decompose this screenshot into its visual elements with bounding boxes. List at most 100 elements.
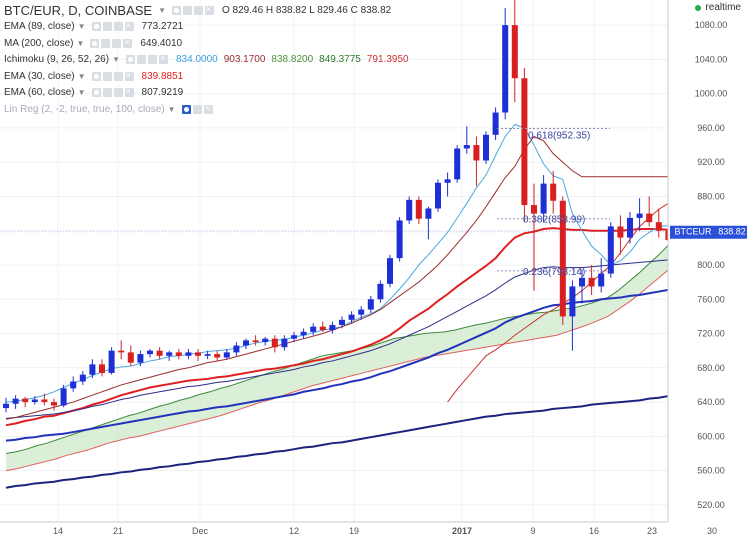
- indicator-name[interactable]: EMA (60, close): [4, 87, 75, 99]
- eye-icon[interactable]: [181, 104, 191, 114]
- candle-body: [310, 326, 317, 332]
- plus-icon[interactable]: [147, 55, 157, 65]
- eye-icon[interactable]: [125, 55, 135, 65]
- candle: [415, 196, 422, 224]
- indicator-row[interactable]: MA (200, close)▼ 649.4010: [4, 35, 415, 52]
- candle: [588, 265, 595, 295]
- candle: [550, 170, 557, 214]
- senkou-b-line: [5, 213, 721, 472]
- price-tick-label: 560.00: [697, 466, 725, 476]
- settings-icon[interactable]: [183, 5, 192, 15]
- candle: [463, 126, 470, 154]
- candle: [310, 323, 317, 336]
- settings-icon[interactable]: [102, 88, 112, 98]
- plus-icon[interactable]: [113, 22, 123, 32]
- candle-body: [271, 338, 278, 348]
- candle: [473, 136, 480, 187]
- symbol-title[interactable]: BTC/EUR, D, COINBASE: [4, 2, 153, 18]
- candle: [51, 398, 57, 411]
- line-ma-200-close-: [5, 394, 679, 489]
- eye-icon[interactable]: [172, 5, 181, 15]
- chevron-down-icon[interactable]: ▼: [158, 5, 166, 15]
- time-tick-label: 12: [289, 526, 299, 536]
- realtime-status: realtime: [695, 2, 741, 13]
- candle-body: [22, 398, 29, 403]
- settings-icon[interactable]: [136, 55, 146, 65]
- candle-body: [617, 226, 624, 238]
- candle: [579, 269, 585, 304]
- eye-icon[interactable]: [91, 71, 101, 81]
- candle: [511, 0, 518, 103]
- chevron-down-icon[interactable]: ▼: [77, 22, 86, 32]
- plus-icon[interactable]: [113, 71, 123, 81]
- candle-body: [41, 399, 48, 403]
- eye-icon[interactable]: [91, 88, 101, 98]
- candle-body: [473, 145, 480, 161]
- chevron-down-icon[interactable]: ▼: [76, 38, 85, 48]
- candle: [127, 345, 134, 367]
- indicator-row[interactable]: Ichimoku (9, 26, 52, 26)▼ 834.0000 903.170…: [4, 52, 415, 69]
- candle-body: [79, 374, 86, 382]
- price-axis: 520.00 560.00 600.00 640.00 680.00 720.00 760.…: [667, 0, 747, 537]
- candle-body: [454, 148, 461, 180]
- indicator-name[interactable]: EMA (89, close): [4, 21, 75, 33]
- plus-icon[interactable]: [112, 38, 122, 48]
- plus-icon[interactable]: [194, 5, 203, 15]
- candle: [22, 396, 29, 408]
- candle: [540, 175, 547, 223]
- indicator-row[interactable]: Lin Reg (2, -2, true, true, 100, close) ▼: [4, 101, 415, 118]
- close-icon[interactable]: [124, 20, 134, 32]
- indicator-row[interactable]: EMA (30, close)▼ 839.8851: [4, 68, 415, 85]
- candle: [425, 206, 432, 240]
- indicator-name[interactable]: MA (200, close): [4, 37, 74, 49]
- candle-body: [3, 403, 9, 409]
- price-axis-bg: [668, 0, 747, 537]
- status-dot-icon: [695, 4, 702, 11]
- time-tick-label: 19: [349, 526, 359, 536]
- indicator-name[interactable]: EMA (30, close): [4, 70, 75, 82]
- chevron-down-icon[interactable]: ▼: [77, 88, 86, 98]
- settings-icon[interactable]: [102, 71, 112, 81]
- close-icon[interactable]: [203, 103, 213, 114]
- settings-icon[interactable]: [101, 38, 111, 48]
- eye-icon[interactable]: [90, 38, 100, 48]
- ohlc-values: O 829.46 H 838.82 L 829.46 C 838.82: [222, 4, 392, 16]
- candle: [271, 335, 278, 353]
- candle-body: [502, 25, 509, 113]
- plus-icon[interactable]: [113, 88, 123, 98]
- candle: [492, 107, 499, 140]
- candle-body: [425, 208, 432, 219]
- chevron-down-icon[interactable]: ▼: [112, 55, 120, 65]
- indicator-name[interactable]: Ichimoku (9, 26, 52, 26): [4, 54, 110, 66]
- candle-body: [415, 199, 422, 219]
- indicator-value: 838.8200: [271, 54, 314, 66]
- indicator-value: 903.1700: [223, 54, 266, 66]
- candle-body: [185, 352, 192, 356]
- candle-body: [646, 213, 653, 223]
- candle-body: [387, 258, 393, 284]
- indicator-row[interactable]: EMA (89, close)▼ 773.2721: [4, 19, 415, 36]
- eye-icon[interactable]: [91, 22, 101, 32]
- indicator-value: 849.3775: [319, 54, 361, 66]
- close-icon[interactable]: [124, 86, 134, 98]
- fib-level-label: 0.236(793.14): [523, 267, 585, 278]
- indicator-row[interactable]: EMA (60, close)▼ 807.9219: [4, 85, 415, 102]
- close-icon[interactable]: [124, 70, 134, 81]
- symbol-header: BTC/EUR, D, COINBASE ▼ O 829.46 H 838.82…: [4, 2, 415, 19]
- chevron-down-icon[interactable]: ▼: [167, 104, 176, 114]
- candle-body: [367, 299, 374, 310]
- close-icon[interactable]: [205, 4, 214, 15]
- close-icon[interactable]: [123, 37, 133, 48]
- chevron-down-icon[interactable]: ▼: [77, 71, 86, 81]
- candle-body: [137, 354, 144, 363]
- candle: [367, 295, 374, 313]
- price-tick-label: 800.00: [697, 260, 725, 270]
- settings-icon[interactable]: [192, 104, 202, 114]
- indicator-name[interactable]: Lin Reg (2, -2, true, true, 100, close): [4, 103, 165, 115]
- candle: [79, 371, 86, 385]
- close-icon[interactable]: [158, 53, 168, 65]
- candle-body: [463, 145, 470, 149]
- settings-icon[interactable]: [102, 22, 112, 32]
- cloud-area: [6, 136, 720, 471]
